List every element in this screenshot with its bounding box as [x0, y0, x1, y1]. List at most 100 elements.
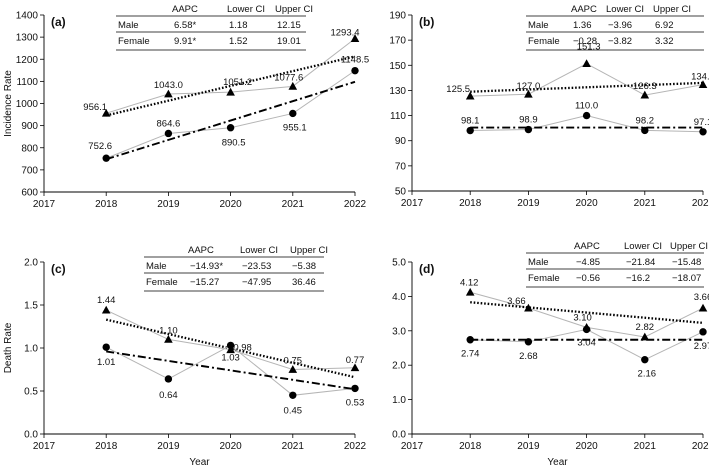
male-data-label: 151.3 [577, 42, 601, 53]
male-data-label: 0.75 [284, 356, 303, 367]
female-data-label: 864.6 [157, 118, 181, 129]
x-tick-label: 2022 [692, 198, 709, 209]
y-tick-label: 4.0 [392, 292, 406, 303]
aapc-table: AAPC Lower CI Upper CI Male −4.85 −21.84 −15.4… [526, 241, 708, 288]
x-tick-label: 2019 [157, 441, 180, 452]
table-header: AAPC [574, 241, 600, 252]
female-data-label: 1148.5 [341, 55, 369, 66]
female-data-label: 890.5 [222, 138, 246, 149]
table-cell: −18.07 [672, 273, 701, 284]
panel-label: (b) [419, 15, 434, 29]
table-cell: −3.82 [608, 36, 632, 47]
x-tick-label: 2017 [401, 198, 424, 209]
table-header: Lower CI [227, 4, 265, 15]
female-point [226, 341, 235, 350]
x-tick-label: 2022 [344, 199, 367, 210]
y-tick-label: 50 [395, 187, 407, 198]
male-point [226, 87, 235, 96]
table-header: AAPC [188, 245, 214, 256]
y-tick-label: 1400 [16, 11, 39, 22]
female-data-label: 97.1 [694, 117, 709, 128]
female-data-label: 0.64 [159, 390, 178, 401]
x-axis-title: Year [189, 457, 210, 468]
panel-label: (a) [51, 15, 66, 29]
table-header: Lower CI [624, 241, 662, 252]
table-cell: 36.46 [292, 277, 316, 288]
table-cell: Female [528, 273, 560, 284]
y-tick-label: 900 [21, 121, 38, 132]
y-tick-label: 190 [389, 11, 406, 22]
panel-label: (c) [51, 262, 66, 276]
female-point [289, 109, 297, 118]
female-data-label: 3.04 [577, 337, 596, 348]
aapc-table: AAPC Lower CI Upper CI Male −14.93* −23.53 −5.… [144, 245, 328, 292]
x-tick-label: 2017 [33, 441, 56, 452]
x-tick-label: 2021 [282, 441, 305, 452]
table-cell: −0.56 [576, 273, 600, 284]
x-tick-label: 2021 [634, 441, 657, 452]
female-point [524, 338, 533, 346]
y-tick-label: 5.0 [392, 258, 406, 269]
male-data-label: 1.44 [97, 295, 116, 306]
male-data-label: 4.12 [460, 277, 479, 288]
female-data-label: 955.1 [283, 122, 307, 133]
female-data-label: 0.45 [284, 405, 303, 416]
y-tick-label: 70 [395, 161, 407, 172]
y-tick-label: 0.5 [24, 387, 38, 398]
y-tick-label: 2.0 [392, 361, 406, 372]
male-data-label: 956.1 [83, 102, 107, 113]
male-point [288, 365, 298, 373]
table-cell: 1.36 [573, 20, 592, 31]
table-cell: −47.95 [242, 277, 271, 288]
panel-a: 600 700 800 900 1000 1100 1200 1300 1400 2017 2018… [3, 4, 369, 210]
female-data-label: 752.6 [88, 141, 112, 152]
x-tick-label: 2020 [575, 198, 598, 209]
table-cell: Female [528, 36, 560, 47]
female-point [289, 391, 297, 399]
female-point [102, 154, 110, 162]
y-tick-label: 1.0 [24, 344, 38, 355]
female-trend-line [106, 350, 356, 391]
male-data-label: 134.6 [691, 72, 709, 83]
y-tick-label: 1000 [16, 99, 39, 110]
x-tick-label: 2022 [344, 441, 367, 452]
female-data-label: 2.68 [519, 351, 538, 362]
female-data-label: 98.9 [519, 115, 538, 126]
table-header: AAPC [571, 4, 597, 15]
male-series-line [470, 63, 704, 97]
female-point [641, 126, 649, 135]
x-tick-label: 2018 [95, 441, 118, 452]
male-point [226, 345, 235, 354]
female-data-label: 110.0 [575, 101, 598, 112]
male-data-label: 1077.6 [274, 72, 303, 83]
table-header: Upper CI [290, 245, 328, 256]
male-point [582, 59, 591, 68]
male-point [698, 303, 708, 312]
male-point [350, 363, 360, 372]
male-point [465, 287, 475, 296]
table-cell: −5.38 [292, 261, 316, 272]
female-point [226, 124, 235, 132]
y-tick-label: 700 [21, 165, 38, 176]
aapc-table: AAPC Lower CI Upper CI Male 6.58* 1.18 12.15 Fe… [116, 4, 313, 51]
male-data-label: 125.5 [446, 84, 470, 95]
table-cell: 3.32 [655, 36, 674, 47]
male-data-label: 126.3 [633, 81, 657, 92]
table-cell: Male [118, 20, 139, 31]
y-tick-label: 90 [395, 136, 407, 147]
male-point [698, 80, 708, 89]
female-data-label: 2.74 [461, 349, 480, 360]
female-point [466, 126, 474, 135]
table-cell: −23.53 [242, 261, 271, 272]
male-point [164, 89, 173, 98]
female-point [699, 328, 707, 336]
male-data-label: 1051.2 [223, 77, 252, 88]
male-point [164, 335, 173, 343]
y-tick-label: 110 [390, 111, 406, 122]
table-cell: 1.18 [229, 20, 248, 31]
male-data-label: 1293.4 [330, 28, 359, 39]
table-cell: Female [146, 277, 178, 288]
male-point [465, 91, 475, 100]
female-data-label: 2.16 [638, 369, 657, 380]
table-header: Lower CI [606, 4, 644, 15]
